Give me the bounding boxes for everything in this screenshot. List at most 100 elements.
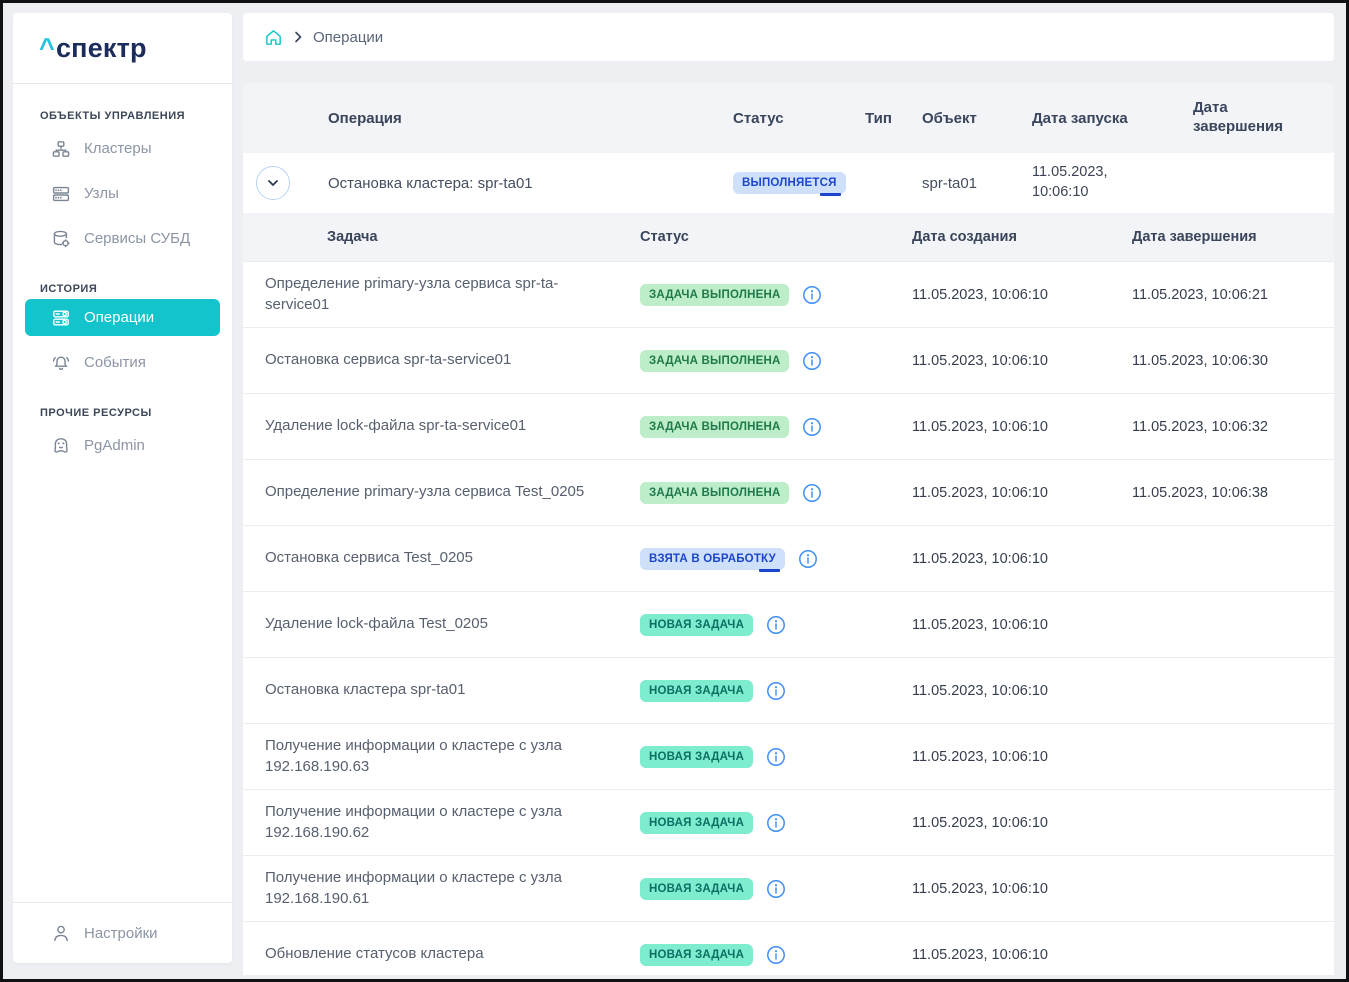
task-name: Определение primary-узла сервиса Test_02… <box>265 483 585 501</box>
task-row: Определение primary-узла сервиса spr-ta-… <box>243 261 1334 327</box>
task-row: Остановка кластера spr-ta01 НОВАЯ ЗАДАЧА… <box>243 657 1334 723</box>
sidebar-item-clusters[interactable]: Кластеры <box>13 126 232 171</box>
operation-object: spr-ta01 <box>922 174 978 192</box>
status-badge: НОВАЯ ЗАДАЧА <box>640 745 754 768</box>
task-name: Остановка сервиса spr-ta-service01 <box>265 351 512 369</box>
task-created-date: 11.05.2023, 10:06:10 <box>912 682 1048 699</box>
col-header-finished-date: Дата завершения <box>1132 229 1257 245</box>
operation-name: Остановка кластера: spr-ta01 <box>328 174 533 192</box>
info-icon[interactable] <box>766 813 786 833</box>
section-label-other-resources: ПРОЧИЕ РЕСУРСЫ <box>40 407 152 419</box>
task-finished-date: 11.05.2023, 10:06:21 <box>1132 286 1268 303</box>
collapse-row-button[interactable] <box>256 166 290 200</box>
info-icon[interactable] <box>766 945 786 965</box>
sidebar-item-nodes[interactable]: Узлы <box>13 171 232 216</box>
operation-start-date: 11.05.2023, 10:06:10 <box>1032 164 1108 200</box>
status-badge: ЗАДАЧА ВЫПОЛНЕНА <box>640 349 790 372</box>
task-row: Остановка сервиса spr-ta-service01 ЗАДАЧ… <box>243 327 1334 393</box>
events-icon <box>51 353 71 373</box>
main-content: Операции Операция Статус Тип Объект Дата… <box>243 13 1334 975</box>
nodes-icon <box>51 184 71 204</box>
info-icon[interactable] <box>802 351 822 371</box>
sidebar: ^ спектр ОБЪЕКТЫ УПРАВЛЕНИЯ Кластеры Узлы <box>13 13 232 963</box>
task-row: Остановка сервиса Test_0205 ВЗЯТА В ОБРА… <box>243 525 1334 591</box>
task-row: Определение primary-узла сервиса Test_02… <box>243 459 1334 525</box>
breadcrumb: Операции <box>243 13 1334 61</box>
task-created-date: 11.05.2023, 10:06:10 <box>912 352 1048 369</box>
info-icon[interactable] <box>802 417 822 437</box>
task-row: Удаление lock-файла spr-ta-service01 ЗАД… <box>243 393 1334 459</box>
sidebar-item-db-services[interactable]: Сервисы СУБД <box>13 216 232 261</box>
info-icon[interactable] <box>802 285 822 305</box>
col-header-type: Тип <box>865 109 892 127</box>
task-name: Остановка кластера spr-ta01 <box>265 681 466 699</box>
cluster-icon <box>51 139 71 159</box>
sidebar-item-label: Сервисы СУБД <box>84 230 191 247</box>
col-header-object: Объект <box>922 109 977 127</box>
operations-card: Операция Статус Тип Объект Дата запуска … <box>243 83 1334 975</box>
logo-text: спектр <box>55 32 147 63</box>
task-name: Удаление lock-файла spr-ta-service01 <box>265 417 527 435</box>
sidebar-item-label: PgAdmin <box>84 437 145 454</box>
sidebar-footer-label: Настройки <box>84 924 158 942</box>
operations-icon <box>51 308 71 328</box>
status-badge: ВЫПОЛНЯЕТСЯ <box>733 172 846 196</box>
task-finished-date: 11.05.2023, 10:06:30 <box>1132 352 1268 369</box>
col-header-operation: Операция <box>328 109 402 127</box>
db-services-icon <box>51 229 71 249</box>
task-name: Получение информации о кластере с узла 1… <box>265 869 562 907</box>
task-created-date: 11.05.2023, 10:06:10 <box>912 814 1048 831</box>
task-finished-date: 11.05.2023, 10:06:32 <box>1132 418 1268 435</box>
home-icon[interactable] <box>264 28 283 47</box>
info-icon[interactable] <box>802 483 822 503</box>
section-label-history: ИСТОРИЯ <box>40 283 98 295</box>
info-icon[interactable] <box>798 549 818 569</box>
task-created-date: 11.05.2023, 10:06:10 <box>912 880 1048 897</box>
operation-row: Остановка кластера: spr-ta01 ВЫПОЛНЯЕТСЯ… <box>243 153 1334 213</box>
status-badge: ВЗЯТА В ОБРАБОТКУ <box>640 547 785 572</box>
status-badge: НОВАЯ ЗАДАЧА <box>640 811 754 834</box>
chevron-right-icon <box>292 31 304 43</box>
status-badge: ЗАДАЧА ВЫПОЛНЕНА <box>640 283 790 306</box>
info-icon[interactable] <box>766 879 786 899</box>
tasks-table-header: Задача Статус Дата создания Дата заверше… <box>243 213 1334 261</box>
task-name: Получение информации о кластере с узла 1… <box>265 803 562 841</box>
task-name: Удаление lock-файла Test_0205 <box>265 615 488 633</box>
info-icon[interactable] <box>766 615 786 635</box>
col-header-task: Задача <box>327 229 378 245</box>
sidebar-item-label: События <box>84 354 146 371</box>
sidebar-item-label: Узлы <box>84 185 119 202</box>
badge-progress-bar <box>758 568 780 572</box>
status-badge: НОВАЯ ЗАДАЧА <box>640 679 754 702</box>
task-row: Обновление статусов кластера НОВАЯ ЗАДАЧ… <box>243 921 1334 975</box>
task-name: Остановка сервиса Test_0205 <box>265 549 473 567</box>
sidebar-item-pgadmin[interactable]: PgAdmin <box>13 423 232 468</box>
status-badge: НОВАЯ ЗАДАЧА <box>640 613 754 636</box>
task-created-date: 11.05.2023, 10:06:10 <box>912 550 1048 567</box>
info-icon[interactable] <box>766 747 786 767</box>
breadcrumb-current: Операции <box>313 28 384 46</box>
task-created-date: 11.05.2023, 10:06:10 <box>912 616 1048 633</box>
sidebar-item-label: Кластеры <box>84 140 152 157</box>
status-badge: ЗАДАЧА ВЫПОЛНЕНА <box>640 481 790 504</box>
sidebar-item-settings[interactable]: Настройки <box>13 902 232 963</box>
sidebar-item-operations[interactable]: Операции <box>25 299 220 336</box>
col-header-task-status: Статус <box>640 229 689 245</box>
task-row: Получение информации о кластере с узла 1… <box>243 855 1334 921</box>
task-created-date: 11.05.2023, 10:06:10 <box>912 418 1048 435</box>
logo-caret: ^ <box>39 32 55 63</box>
sidebar-item-label: Операции <box>84 309 155 326</box>
sidebar-item-events[interactable]: События <box>13 340 232 385</box>
task-created-date: 11.05.2023, 10:06:10 <box>912 946 1048 963</box>
status-badge: НОВАЯ ЗАДАЧА <box>640 943 754 966</box>
task-finished-date: 11.05.2023, 10:06:38 <box>1132 484 1268 501</box>
col-header-created-date: Дата создания <box>912 229 1017 245</box>
section-label-objects: ОБЪЕКТЫ УПРАВЛЕНИЯ <box>40 110 186 122</box>
status-badge: ЗАДАЧА ВЫПОЛНЕНА <box>640 415 790 438</box>
user-icon <box>51 923 71 943</box>
col-header-start-date: Дата запуска <box>1032 109 1128 127</box>
app-logo[interactable]: ^ спектр <box>13 13 232 84</box>
info-icon[interactable] <box>766 681 786 701</box>
task-row: Удаление lock-файла Test_0205 НОВАЯ ЗАДА… <box>243 591 1334 657</box>
